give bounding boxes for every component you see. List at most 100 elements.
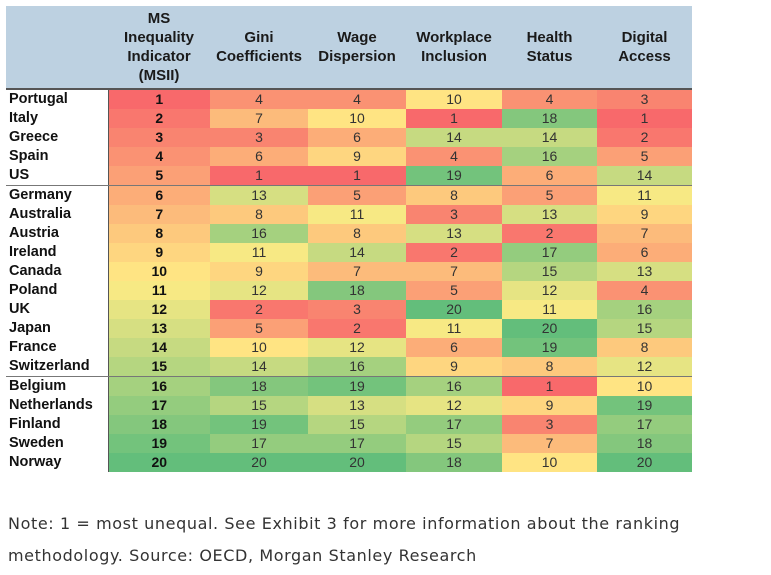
table-row: Belgium 16 18 19 16 1 10 — [6, 376, 692, 396]
rank-cell: 13 — [502, 205, 597, 224]
rank-cell: 19 — [406, 166, 502, 186]
rank-cell: 2 — [308, 319, 406, 338]
rank-cell: 17 — [502, 243, 597, 262]
column-header-line: Dispersion — [318, 48, 396, 65]
rank-cell: 12 — [502, 281, 597, 300]
rank-cell: 13 — [406, 224, 502, 243]
rank-cell: 14 — [210, 357, 308, 377]
table-row: Finland 18 19 15 17 3 17 — [6, 415, 692, 434]
rank-cell: 11 — [597, 185, 692, 205]
country-label: Netherlands — [6, 396, 109, 415]
table-row: Japan 13 5 2 11 20 15 — [6, 319, 692, 338]
msii-rank-cell: 8 — [108, 224, 210, 243]
rank-cell: 17 — [597, 415, 692, 434]
rank-cell: 12 — [308, 338, 406, 357]
table-row: Netherlands 17 15 13 12 9 19 — [6, 396, 692, 415]
rank-cell: 5 — [210, 319, 308, 338]
msii-rank-cell: 1 — [108, 89, 210, 109]
rank-cell: 1 — [210, 166, 308, 186]
rank-cell: 19 — [597, 396, 692, 415]
heatmap-table: MS Inequality Indicator (MSII) Gini Coefficie… — [6, 6, 692, 472]
header-row: MS Inequality Indicator (MSII) Gini Coefficie… — [6, 6, 692, 90]
rank-cell: 6 — [502, 166, 597, 186]
rank-cell: 1 — [308, 166, 406, 186]
table-row: Austria 8 16 8 13 2 7 — [6, 224, 692, 243]
column-header: Digital Access — [597, 6, 692, 90]
rank-cell: 11 — [308, 205, 406, 224]
table-row: Norway 20 20 20 18 10 20 — [6, 453, 692, 472]
rank-cell: 15 — [502, 262, 597, 281]
msii-rank-cell: 4 — [108, 147, 210, 166]
country-label: Germany — [6, 185, 109, 205]
column-header: Health Status — [502, 6, 597, 90]
msii-rank-cell: 11 — [108, 281, 210, 300]
rank-cell: 15 — [406, 434, 502, 453]
rank-cell: 7 — [210, 109, 308, 128]
rank-cell: 10 — [406, 89, 502, 109]
rank-cell: 4 — [597, 281, 692, 300]
table-row: US 5 1 1 19 6 14 — [6, 166, 692, 186]
rank-cell: 15 — [210, 396, 308, 415]
country-label: Austria — [6, 224, 109, 243]
rank-cell: 11 — [406, 319, 502, 338]
country-label: France — [6, 338, 109, 357]
rank-cell: 3 — [597, 89, 692, 109]
rank-cell: 8 — [308, 224, 406, 243]
rank-cell: 19 — [308, 376, 406, 396]
rank-cell: 12 — [406, 396, 502, 415]
column-header-line: Health — [526, 29, 573, 46]
table-row: Australia 7 8 11 3 13 9 — [6, 205, 692, 224]
msii-rank-cell: 3 — [108, 128, 210, 147]
column-header-line: Inclusion — [421, 48, 487, 65]
country-label: Ireland — [6, 243, 109, 262]
rank-cell: 12 — [597, 357, 692, 377]
table-row: Switzerland 15 14 16 9 8 12 — [6, 357, 692, 377]
rank-cell: 9 — [308, 147, 406, 166]
rank-cell: 20 — [210, 453, 308, 472]
country-label: Italy — [6, 109, 109, 128]
column-header-line: Inequality — [123, 29, 194, 46]
table-row: France 14 10 12 6 19 8 — [6, 338, 692, 357]
rank-cell: 18 — [502, 109, 597, 128]
rank-cell: 18 — [406, 453, 502, 472]
rank-cell: 4 — [502, 89, 597, 109]
table-row: Italy 2 7 10 1 18 1 — [6, 109, 692, 128]
rank-cell: 18 — [597, 434, 692, 453]
rank-cell: 5 — [597, 147, 692, 166]
rank-cell: 6 — [597, 243, 692, 262]
table-row: Portugal 1 4 4 10 4 3 — [6, 89, 692, 109]
rank-cell: 3 — [406, 205, 502, 224]
rank-cell: 15 — [308, 415, 406, 434]
msii-rank-cell: 12 — [108, 300, 210, 319]
rank-cell: 18 — [308, 281, 406, 300]
rank-cell: 5 — [406, 281, 502, 300]
rank-cell: 16 — [308, 357, 406, 377]
country-label: Sweden — [6, 434, 109, 453]
table-row: Spain 4 6 9 4 16 5 — [6, 147, 692, 166]
rank-cell: 13 — [308, 396, 406, 415]
rank-cell: 9 — [406, 357, 502, 377]
rank-cell: 9 — [597, 205, 692, 224]
country-label: UK — [6, 300, 109, 319]
table-row: UK 12 2 3 20 11 16 — [6, 300, 692, 319]
rank-cell: 2 — [502, 224, 597, 243]
rank-cell: 11 — [210, 243, 308, 262]
rank-cell: 4 — [406, 147, 502, 166]
rank-cell: 7 — [597, 224, 692, 243]
rank-cell: 3 — [210, 128, 308, 147]
rank-cell: 6 — [308, 128, 406, 147]
msii-rank-cell: 13 — [108, 319, 210, 338]
msii-rank-cell: 7 — [108, 205, 210, 224]
rank-cell: 8 — [597, 338, 692, 357]
country-label: Switzerland — [6, 357, 109, 377]
msii-rank-cell: 9 — [108, 243, 210, 262]
rank-cell: 16 — [406, 376, 502, 396]
rank-cell: 14 — [406, 128, 502, 147]
country-label: Portugal — [6, 89, 109, 109]
country-label: Greece — [6, 128, 109, 147]
msii-rank-cell: 20 — [108, 453, 210, 472]
rank-cell: 10 — [502, 453, 597, 472]
rank-cell: 19 — [502, 338, 597, 357]
rank-cell: 12 — [210, 281, 308, 300]
rank-cell: 6 — [210, 147, 308, 166]
